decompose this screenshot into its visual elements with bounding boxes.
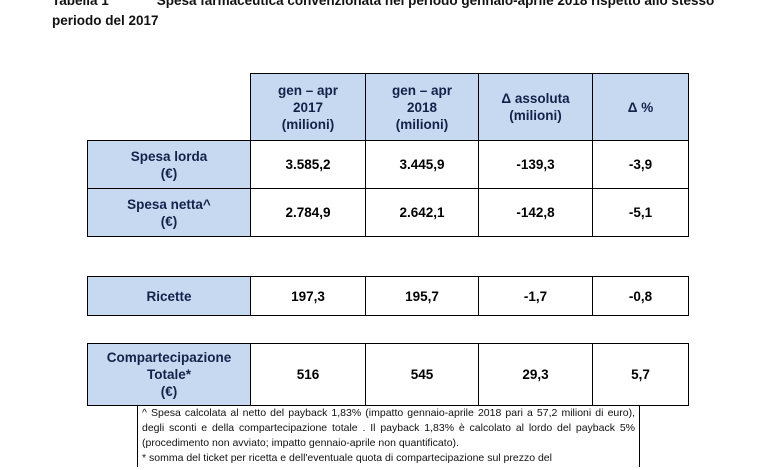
data-cell: 29,3 xyxy=(478,343,593,406)
data-cell: -5,1 xyxy=(592,188,689,237)
data-cell: -0,8 xyxy=(592,276,689,316)
data-cell: 545 xyxy=(365,343,479,406)
data-cell: 195,7 xyxy=(365,276,479,316)
column-header: Δ % xyxy=(592,73,689,141)
data-cell: 3.585,2 xyxy=(250,140,366,189)
column-header: Δ assoluta (milioni) xyxy=(478,73,593,141)
data-cell: 2.784,9 xyxy=(250,188,366,237)
row-label: Spesa lorda (€) xyxy=(87,140,251,189)
data-cell: 516 xyxy=(250,343,366,406)
footnote: ^ Spesa calcolata al netto del payback 1… xyxy=(142,407,635,449)
data-cell: 2.642,1 xyxy=(365,188,479,237)
row-label: Compartecipazione Totale* (€) xyxy=(87,343,251,406)
row-label: Ricette xyxy=(87,276,251,316)
table-label: Tabella 1 xyxy=(52,0,109,8)
table-title: Tabella 1 Spesa farmaceutica convenzionat… xyxy=(52,0,732,31)
column-header: gen – apr 2018 (milioni) xyxy=(365,73,479,141)
footnote: * somma del ticket per ricetta e dell'ev… xyxy=(142,452,552,464)
title-text: Spesa farmaceutica convenzionata nel per… xyxy=(52,0,715,28)
data-cell: -3,9 xyxy=(592,140,689,189)
data-cell: 5,7 xyxy=(592,343,689,406)
data-cell: 197,3 xyxy=(250,276,366,316)
data-cell: 3.445,9 xyxy=(365,140,479,189)
data-cell: -142,8 xyxy=(478,188,593,237)
column-header: gen – apr 2017 (milioni) xyxy=(250,73,366,141)
data-cell: -139,3 xyxy=(478,140,593,189)
data-cell: -1,7 xyxy=(478,276,593,316)
footnotes: ^ Spesa calcolata al netto del payback 1… xyxy=(137,405,640,467)
row-label: Spesa netta^ (€) xyxy=(87,188,251,237)
